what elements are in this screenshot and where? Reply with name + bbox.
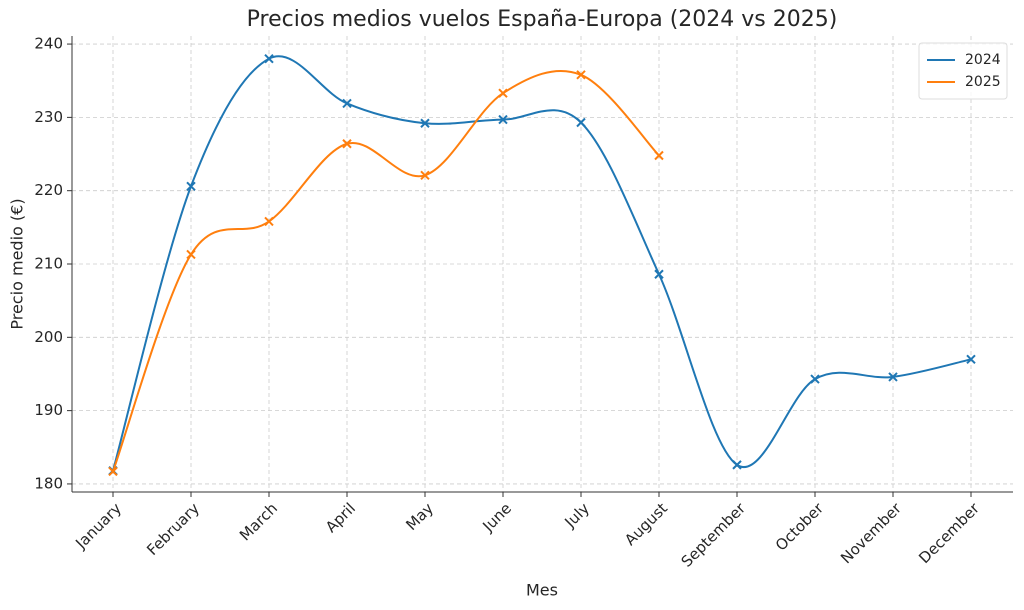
marker <box>186 249 196 260</box>
x-tick-label: July <box>560 499 593 532</box>
y-tick-label: 200 <box>34 328 63 346</box>
x-tick-label: December <box>915 499 983 567</box>
x-tick-label: January <box>71 499 125 553</box>
y-tick-label: 240 <box>34 35 63 53</box>
x-tick-label: March <box>236 499 281 544</box>
marker <box>732 460 742 470</box>
x-tick-label: May <box>402 499 437 534</box>
line-series <box>112 55 972 472</box>
y-tick-label: 210 <box>34 255 63 273</box>
marker <box>186 181 196 191</box>
legend-label: 2025 <box>965 74 1001 90</box>
marker <box>498 88 508 98</box>
x-tick-label: November <box>837 499 905 567</box>
marker <box>498 114 508 125</box>
legend-label: 2024 <box>965 52 1001 68</box>
marker <box>576 117 586 128</box>
legend-box <box>918 42 1008 100</box>
x-axis-label: Mes <box>526 581 558 600</box>
line-series <box>112 70 660 472</box>
marker <box>888 372 898 382</box>
x-tick-label: February <box>143 499 203 559</box>
chart-title: Precios medios vuelos España-Europa (202… <box>247 7 838 32</box>
marker <box>342 98 352 109</box>
x-tick-label: October <box>772 499 828 555</box>
marker <box>264 54 274 64</box>
y-tick-label: 180 <box>34 474 63 492</box>
marker <box>810 374 820 384</box>
y-axis-label: Precio medio (€) <box>8 198 27 329</box>
marker <box>264 216 274 227</box>
marker <box>576 70 586 80</box>
marker <box>342 139 352 149</box>
x-tick-label: April <box>322 499 359 536</box>
marker <box>966 354 976 365</box>
legend: 2024 2025 <box>918 42 1008 100</box>
x-tick-label: August <box>621 499 671 549</box>
marker <box>654 150 664 161</box>
x-tick-label: September <box>678 499 750 571</box>
y-tick-label: 190 <box>34 401 63 419</box>
marker <box>420 118 430 128</box>
marker <box>108 466 118 477</box>
marker <box>654 269 664 279</box>
y-tick-label: 230 <box>34 108 63 126</box>
x-tick-label: June <box>478 499 515 536</box>
y-tick-label: 220 <box>34 181 63 199</box>
marker <box>420 170 430 181</box>
